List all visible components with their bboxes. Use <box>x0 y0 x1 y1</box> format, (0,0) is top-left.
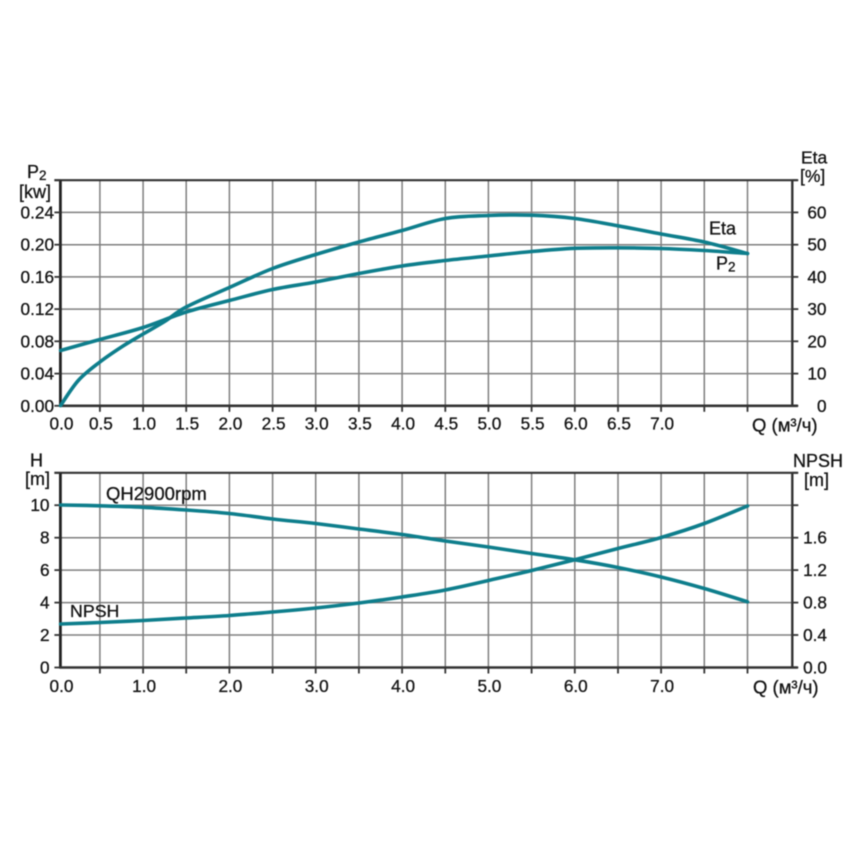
svg-text:1.5: 1.5 <box>175 414 199 434</box>
svg-text:0.4: 0.4 <box>803 625 827 645</box>
svg-text:0.0: 0.0 <box>50 676 74 696</box>
svg-text:30: 30 <box>807 299 826 319</box>
svg-text:0: 0 <box>40 658 50 678</box>
svg-text:8: 8 <box>40 528 50 548</box>
svg-text:NPSH: NPSH <box>70 601 119 621</box>
svg-text:0: 0 <box>817 396 827 416</box>
svg-text:0.24: 0.24 <box>21 202 55 222</box>
svg-text:7.0: 7.0 <box>650 676 674 696</box>
svg-text:2.0: 2.0 <box>218 676 242 696</box>
svg-text:QH2900rpm: QH2900rpm <box>106 483 207 504</box>
svg-text:20: 20 <box>807 331 826 351</box>
svg-text:40: 40 <box>807 267 826 287</box>
svg-text:6.0: 6.0 <box>564 414 588 434</box>
svg-text:3.0: 3.0 <box>305 414 329 434</box>
svg-text:P2: P2 <box>716 254 736 275</box>
svg-text:P2: P2 <box>27 162 47 183</box>
svg-text:Q (м³/ч): Q (м³/ч) <box>752 415 818 436</box>
svg-text:6.5: 6.5 <box>607 414 631 434</box>
svg-text:5.5: 5.5 <box>521 414 545 434</box>
svg-text:0.20: 0.20 <box>21 235 54 255</box>
svg-text:5.0: 5.0 <box>477 414 501 434</box>
svg-text:50: 50 <box>807 235 826 255</box>
svg-text:7.0: 7.0 <box>650 414 674 434</box>
svg-text:[kw]: [kw] <box>19 182 51 202</box>
svg-text:0.8: 0.8 <box>803 593 827 613</box>
svg-text:1.0: 1.0 <box>132 676 156 696</box>
svg-text:2: 2 <box>40 625 50 645</box>
svg-text:0.16: 0.16 <box>21 267 54 287</box>
svg-text:0.0: 0.0 <box>803 658 827 678</box>
svg-text:0.12: 0.12 <box>21 299 54 319</box>
svg-text:2.0: 2.0 <box>218 414 242 434</box>
svg-text:[m]: [m] <box>25 469 50 489</box>
svg-text:4.0: 4.0 <box>391 676 415 696</box>
svg-text:2.5: 2.5 <box>262 414 286 434</box>
svg-text:H: H <box>30 451 43 471</box>
svg-text:0.04: 0.04 <box>21 364 55 384</box>
svg-text:1.2: 1.2 <box>803 560 827 580</box>
svg-text:5.0: 5.0 <box>477 676 501 696</box>
svg-text:0.5: 0.5 <box>89 414 113 434</box>
svg-text:Eta: Eta <box>801 148 828 168</box>
svg-text:10: 10 <box>30 495 49 515</box>
svg-text:4.5: 4.5 <box>434 414 458 434</box>
svg-text:6.0: 6.0 <box>564 676 588 696</box>
svg-text:4: 4 <box>40 593 50 613</box>
svg-text:1.0: 1.0 <box>132 414 156 434</box>
svg-text:6: 6 <box>40 560 50 580</box>
svg-text:[m]: [m] <box>804 470 829 490</box>
svg-text:0.0: 0.0 <box>50 414 74 434</box>
svg-text:10: 10 <box>807 364 826 384</box>
svg-text:[%]: [%] <box>800 166 825 186</box>
svg-text:3.0: 3.0 <box>305 676 329 696</box>
svg-text:0.08: 0.08 <box>21 331 54 351</box>
svg-text:Q (м³/ч): Q (м³/ч) <box>753 677 819 698</box>
svg-text:3.5: 3.5 <box>348 414 372 434</box>
svg-text:0.00: 0.00 <box>21 396 54 416</box>
svg-text:4.0: 4.0 <box>391 414 415 434</box>
svg-text:Eta: Eta <box>709 219 737 239</box>
svg-text:60: 60 <box>807 202 826 222</box>
svg-text:NPSH: NPSH <box>793 451 843 471</box>
svg-text:1.6: 1.6 <box>803 528 827 548</box>
